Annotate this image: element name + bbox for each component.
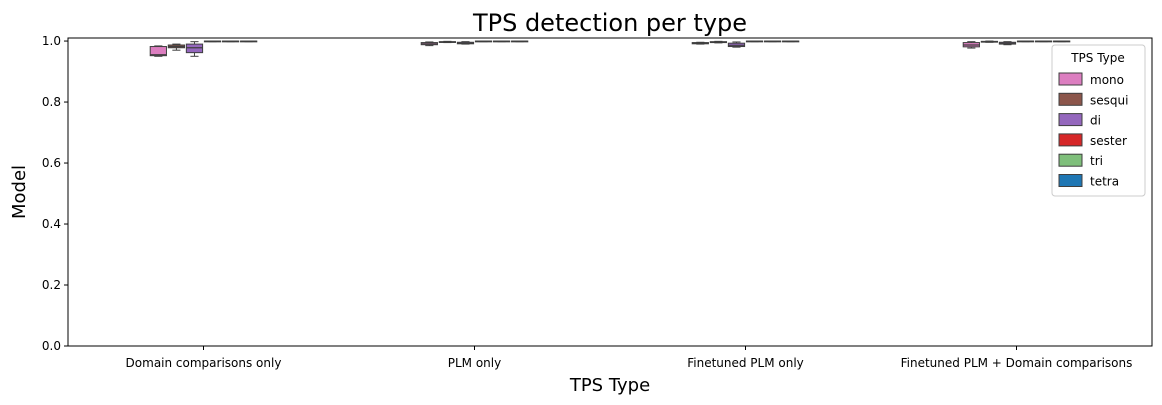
box-mono [962, 41, 980, 49]
box-sesqui [709, 40, 728, 44]
box-body [149, 46, 167, 57]
box-mono [691, 41, 709, 45]
box-tetra [511, 40, 529, 43]
x-tick-label: PLM only [448, 356, 501, 370]
legend-swatch-sester [1058, 133, 1083, 147]
box-tri [221, 40, 240, 43]
legend-swatch-sesqui [1058, 92, 1083, 106]
legend-label-tetra: tetra [1090, 175, 1119, 189]
box-sesqui [980, 40, 999, 43]
y-tick-label: 0.0 [42, 339, 61, 353]
box-di [998, 41, 1017, 46]
legend-label-tri: tri [1090, 154, 1103, 168]
x-tick-label: Domain comparisons only [126, 356, 282, 370]
box-tetra [782, 40, 800, 43]
box-body [185, 43, 204, 54]
box-tetra [240, 40, 258, 43]
box-sester [203, 40, 222, 43]
legend-swatch-mono [1058, 72, 1083, 86]
y-axis: 0.0 0.2 0.4 0.6 0.8 1.0 [42, 34, 68, 353]
x-tick-label: Finetuned PLM + Domain comparisons [901, 356, 1133, 370]
legend-swatch-tetra [1058, 174, 1083, 187]
legend-label-di: di [1090, 114, 1101, 128]
x-axis-label: TPS Type [569, 375, 650, 396]
plot-frame [67, 37, 1153, 347]
legend-title: TPS Type [1070, 51, 1125, 65]
legend-label-sester: sester [1090, 134, 1127, 148]
y-axis-label: Model [9, 165, 30, 219]
legend: TPS Type mono sesqui di sester tri tetra [1051, 44, 1146, 197]
y-tick-label: 1.0 [42, 34, 61, 48]
box-sesqui [167, 43, 186, 51]
box-sesqui [438, 40, 457, 44]
box-sester [745, 40, 764, 43]
box-tri [763, 40, 782, 43]
box-plots [149, 40, 1071, 57]
legend-label-sesqui: sesqui [1090, 93, 1128, 107]
legend-swatch-di [1058, 113, 1083, 127]
x-tick-label: Finetuned PLM only [687, 356, 804, 370]
box-di [727, 41, 746, 48]
legend-label-mono: mono [1090, 73, 1124, 87]
chart-title: TPS detection per type [472, 9, 747, 37]
box-tri [492, 40, 511, 43]
box-tri [1034, 40, 1053, 43]
box-tetra [1053, 40, 1071, 43]
y-tick-label: 0.2 [42, 278, 61, 292]
box-di [185, 41, 204, 57]
legend-swatch-tri [1058, 153, 1083, 167]
y-tick-label: 0.4 [42, 217, 61, 231]
x-axis: Domain comparisons only PLM only Finetuned… [126, 346, 1133, 370]
box-mono [149, 45, 167, 57]
y-tick-label: 0.8 [42, 95, 61, 109]
box-di [456, 41, 475, 45]
box-sester [474, 40, 493, 43]
box-mono [420, 41, 438, 47]
y-tick-label: 0.6 [42, 156, 61, 170]
box-sester [1016, 40, 1035, 43]
